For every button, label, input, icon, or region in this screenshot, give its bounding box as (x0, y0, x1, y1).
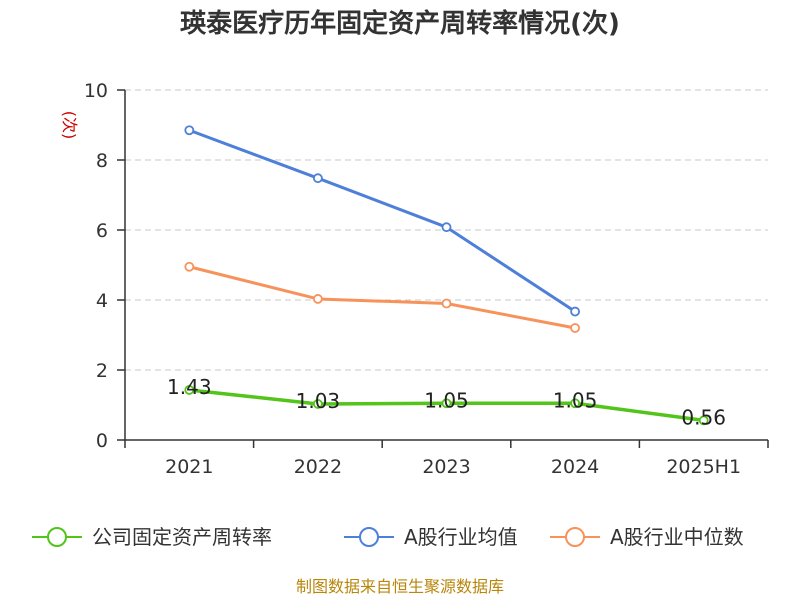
data-point-s1-2023 (441, 222, 452, 233)
data-label-2023: 1.05 (424, 388, 469, 412)
y-axis-label: (次) (60, 111, 79, 140)
data-point-s1-2021 (184, 125, 195, 136)
data-point-s2-2022 (312, 294, 323, 304)
series-lines (184, 125, 709, 426)
data-point-s0-2021 (184, 385, 195, 395)
data-label-2025H1: 0.56 (681, 405, 726, 429)
data-label-2024: 1.05 (553, 388, 598, 412)
y-tick-label-0: 0 (96, 430, 108, 452)
legend-marker-icon-0 (47, 527, 67, 547)
data-point-s0-2022 (312, 399, 323, 409)
data-point-s0-2025H1 (698, 415, 709, 426)
series-line-2 (187, 265, 577, 330)
legend-label-1: A股行业均值 (404, 525, 518, 549)
data-point-s0-2023 (441, 398, 452, 409)
x-tick-label-2023: 2023 (422, 456, 470, 478)
y-tick-label-2: 2 (96, 360, 108, 382)
data-point-s1-2024 (570, 306, 580, 317)
x-tick-label-2025H1: 2025H1 (666, 456, 741, 478)
y-tick-label-8: 8 (96, 150, 108, 172)
x-tick-label-2022: 2022 (294, 456, 342, 478)
legend-marker-icon-1 (359, 527, 379, 547)
data-point-s2-2024 (570, 323, 580, 333)
data-label-2021: 1.43 (167, 375, 212, 399)
data-point-s0-2024 (570, 398, 580, 409)
chart-title: 瑛泰医疗历年固定资产周转率情况(次) (180, 8, 620, 39)
data-labels: 1.43 1.03 1.05 1.05 0.56 (167, 375, 726, 429)
data-point-s2-2021 (184, 261, 195, 272)
x-tick-label-2024: 2024 (551, 456, 599, 478)
legend-label-0: 公司固定资产周转率 (92, 525, 272, 549)
data-label-2022: 1.03 (296, 389, 341, 413)
data-point-s2-2023 (441, 298, 452, 309)
y-tick-label-4: 4 (96, 290, 108, 312)
legend-label-2: A股行业中位数 (610, 525, 744, 549)
source-note: 制图数据来自恒生聚源数据库 (296, 577, 504, 596)
legend-marker-icon-2 (565, 527, 585, 547)
legend: 公司固定资产周转率 A股行业均值 A股行业中位数 (32, 525, 744, 549)
series-line-1 (187, 128, 577, 314)
y-tick-label-6: 6 (96, 220, 108, 242)
data-point-s1-2022 (312, 173, 323, 184)
axes: 0 2 4 6 8 10 2021 2022 2023 2024 2025H1 (84, 80, 769, 478)
x-tick-label-2021: 2021 (165, 456, 213, 478)
y-tick-label-10: 10 (84, 80, 108, 102)
